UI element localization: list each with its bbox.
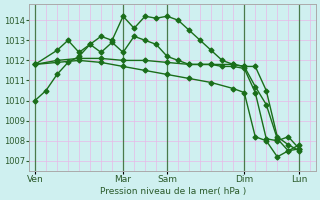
- X-axis label: Pression niveau de la mer( hPa ): Pression niveau de la mer( hPa ): [100, 187, 246, 196]
